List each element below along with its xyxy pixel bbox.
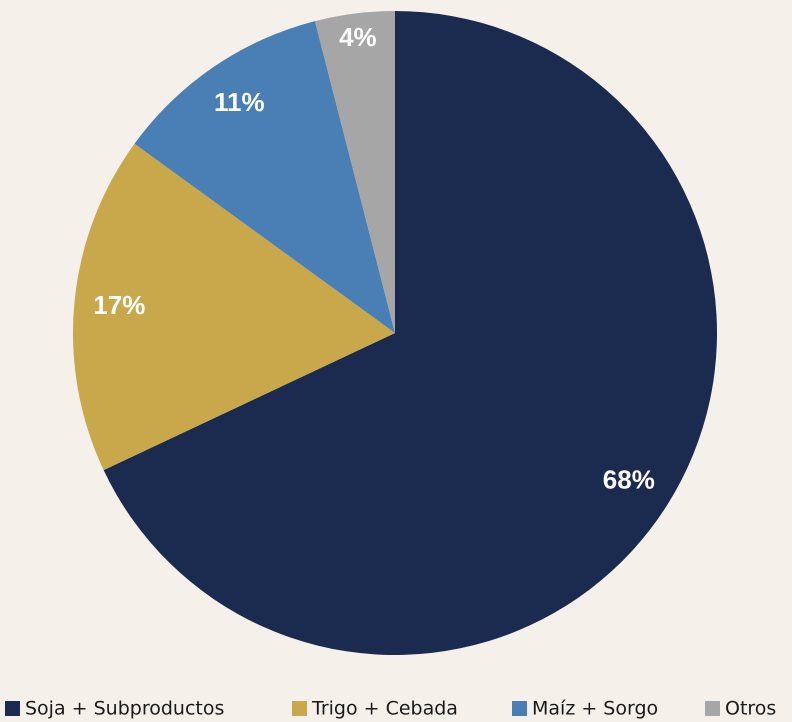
data-label: 11% [214, 87, 265, 117]
data-label: 68% [603, 464, 655, 494]
data-label: 17% [93, 290, 145, 320]
legend-label: Soja + Subproductos [25, 698, 224, 720]
pie-slice [314, 11, 395, 333]
legend-swatch [705, 701, 720, 716]
legend-label: Maíz + Sorgo [532, 698, 658, 720]
data-label: 4% [339, 22, 377, 52]
pie-slice [73, 143, 395, 471]
legend-swatch [292, 701, 307, 716]
pie-slice [103, 11, 717, 656]
legend-swatch [512, 701, 527, 716]
pie-slice [134, 21, 395, 334]
legend-label: Trigo + Cebada [311, 698, 458, 720]
legend-swatch [5, 701, 20, 716]
legend-label: Otros [725, 698, 776, 720]
